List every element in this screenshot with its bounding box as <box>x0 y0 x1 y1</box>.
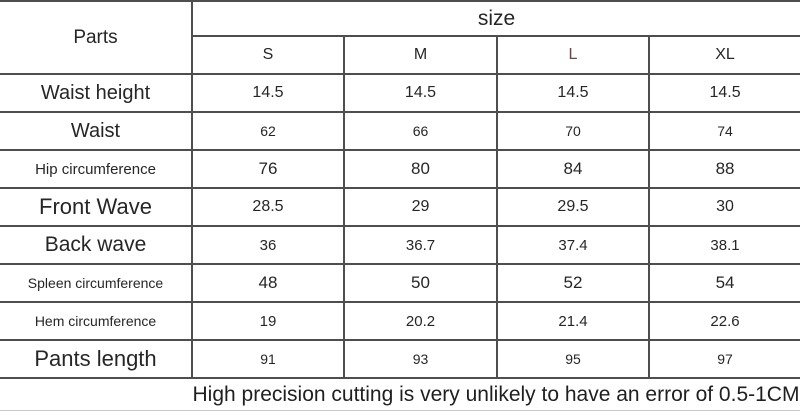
row-label: Waist height <box>0 73 193 113</box>
row-value-xl: 14.5 <box>647 73 800 113</box>
table-row: Waist 62 66 70 74 <box>0 111 800 151</box>
row-label: Waist <box>0 111 193 151</box>
table-row: Hip circumference 76 80 84 88 <box>0 149 800 189</box>
row-value-s: 19 <box>191 301 345 341</box>
row-label: Hip circumference <box>0 149 193 189</box>
row-value-m: 93 <box>343 339 498 379</box>
row-value-xl: 97 <box>647 339 800 379</box>
row-value-xl: 74 <box>647 111 800 151</box>
row-value-l: 29.5 <box>496 187 650 227</box>
row-value-m: 29 <box>343 187 498 227</box>
row-label: Front Wave <box>0 187 193 227</box>
size-column-xl: XL <box>647 35 800 75</box>
header-row-size: Parts size <box>0 0 800 75</box>
row-value-s: 28.5 <box>191 187 345 227</box>
table-row: Hem circumference 19 20.2 21.4 22.6 <box>0 301 800 341</box>
row-value-s: 36 <box>191 225 345 265</box>
row-value-m: 14.5 <box>343 73 498 113</box>
table-row: Spleen circumference 48 50 52 54 <box>0 263 800 303</box>
size-header-cell: size <box>190 0 800 37</box>
row-value-xl: 22.6 <box>647 301 800 341</box>
row-value-m: 80 <box>343 149 498 189</box>
precision-note: High precision cutting is very unlikely … <box>192 382 800 406</box>
row-label: Hem circumference <box>0 301 193 341</box>
row-value-l: 84 <box>496 149 650 189</box>
size-chart-table: Parts size S M L XL Waist height 14.5 14… <box>0 0 800 379</box>
table-row: Back wave 36 36.7 37.4 38.1 <box>0 225 800 265</box>
row-value-l: 37.4 <box>496 225 650 265</box>
row-value-xl: 54 <box>647 263 800 303</box>
row-value-m: 66 <box>343 111 498 151</box>
row-label: Back wave <box>0 225 193 265</box>
row-value-l: 70 <box>496 111 650 151</box>
table-row: Waist height 14.5 14.5 14.5 14.5 <box>0 73 800 113</box>
row-value-xl: 30 <box>647 187 800 227</box>
row-value-xl: 88 <box>647 149 800 189</box>
row-label: Spleen circumference <box>0 263 193 303</box>
row-value-s: 14.5 <box>191 73 345 113</box>
row-value-m: 36.7 <box>343 225 498 265</box>
row-label: Pants length <box>0 339 193 379</box>
size-column-s: S <box>192 35 345 75</box>
row-value-xl: 38.1 <box>647 225 800 265</box>
row-value-s: 76 <box>191 149 345 189</box>
footer-divider <box>0 410 800 411</box>
row-value-l: 14.5 <box>496 73 650 113</box>
row-value-m: 20.2 <box>343 301 498 341</box>
size-column-l: L <box>496 35 650 75</box>
row-value-s: 91 <box>191 339 345 379</box>
table-row: Front Wave 28.5 29 29.5 30 <box>0 187 800 227</box>
header-row-columns: S M L XL <box>0 35 800 75</box>
table-row: Pants length 91 93 95 97 <box>0 339 800 379</box>
parts-header-cell: Parts <box>0 0 193 75</box>
row-value-s: 62 <box>191 111 345 151</box>
row-value-s: 48 <box>191 263 345 303</box>
row-value-l: 52 <box>496 263 650 303</box>
row-value-l: 95 <box>496 339 650 379</box>
footer: High precision cutting is very unlikely … <box>0 379 800 415</box>
row-value-m: 50 <box>343 263 498 303</box>
row-value-l: 21.4 <box>496 301 650 341</box>
size-column-m: M <box>343 35 498 75</box>
